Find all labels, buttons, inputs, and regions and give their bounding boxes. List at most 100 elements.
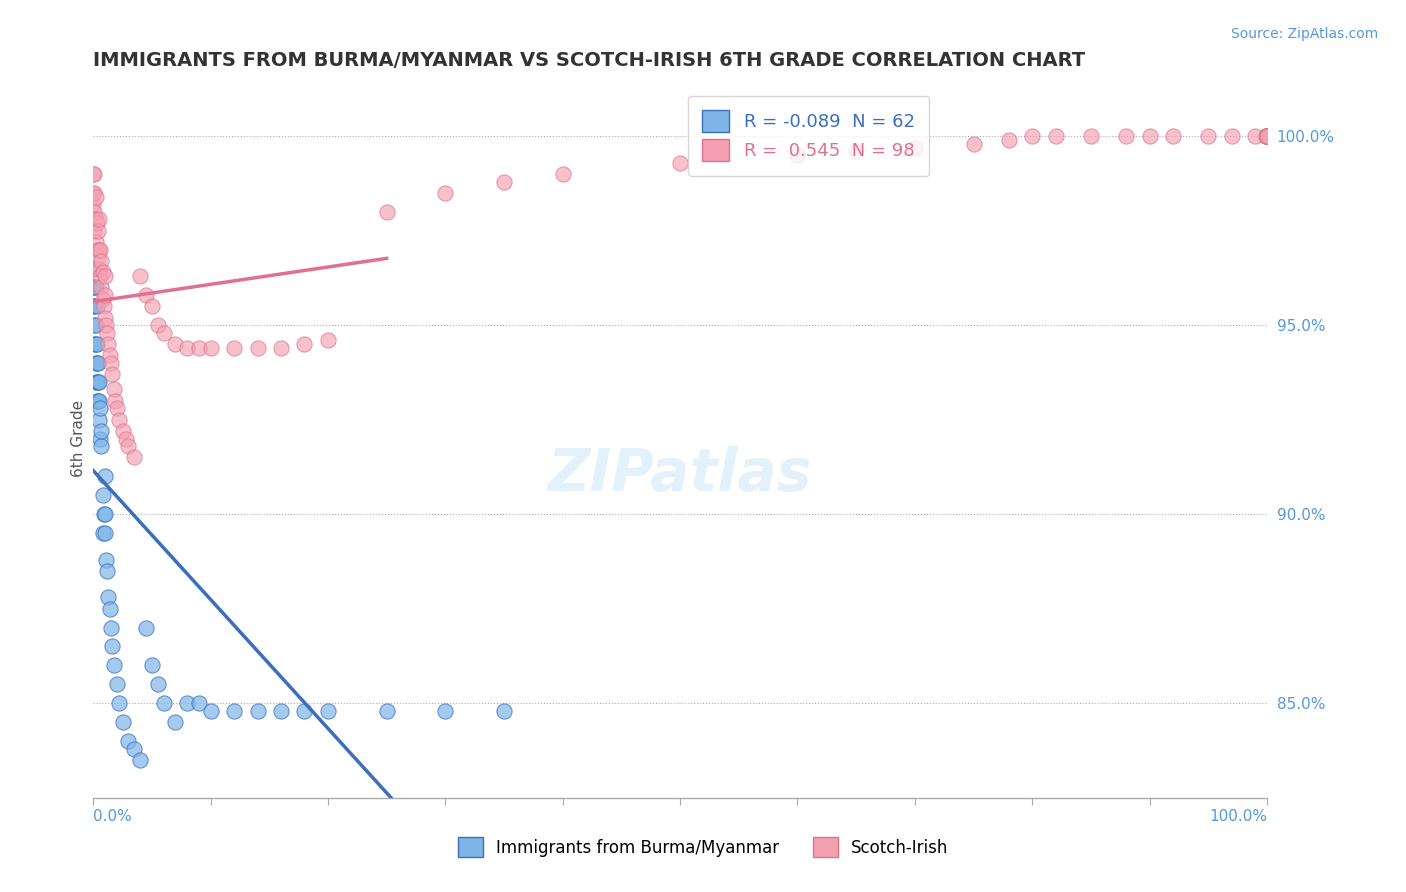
Point bbox=[94, 552, 117, 566]
Point bbox=[89, 243, 111, 257]
Point bbox=[492, 175, 515, 189]
Point bbox=[1256, 129, 1278, 144]
Point bbox=[91, 265, 114, 279]
Point bbox=[86, 393, 108, 408]
Point bbox=[87, 375, 110, 389]
Point bbox=[1256, 129, 1278, 144]
Point bbox=[187, 696, 209, 710]
Point bbox=[82, 186, 104, 200]
Point bbox=[82, 167, 104, 181]
Point bbox=[1256, 129, 1278, 144]
Point bbox=[1256, 129, 1278, 144]
Point bbox=[200, 704, 222, 718]
Point bbox=[122, 450, 145, 465]
Point bbox=[94, 526, 117, 541]
Point bbox=[101, 368, 124, 382]
Point bbox=[270, 704, 292, 718]
Point bbox=[87, 375, 110, 389]
Point bbox=[82, 212, 104, 227]
Point bbox=[129, 269, 152, 284]
Point bbox=[98, 601, 121, 615]
Point bbox=[100, 621, 122, 635]
Point bbox=[135, 288, 157, 302]
Point bbox=[845, 145, 868, 159]
Point bbox=[94, 288, 117, 302]
Point bbox=[165, 714, 187, 729]
Point bbox=[105, 401, 128, 416]
Point bbox=[86, 375, 108, 389]
Point bbox=[97, 591, 120, 605]
Point bbox=[94, 507, 117, 521]
Point bbox=[146, 677, 169, 691]
Point bbox=[86, 216, 108, 230]
Point bbox=[135, 621, 157, 635]
Point bbox=[83, 167, 105, 181]
Point bbox=[1256, 129, 1278, 144]
Point bbox=[1256, 129, 1278, 144]
Point bbox=[141, 299, 163, 313]
Point bbox=[83, 318, 105, 333]
Point bbox=[1254, 129, 1277, 144]
Point bbox=[1256, 129, 1278, 144]
Point bbox=[87, 356, 110, 370]
Point bbox=[87, 224, 110, 238]
Point bbox=[1256, 129, 1278, 144]
Point bbox=[89, 401, 111, 416]
Point bbox=[152, 326, 174, 340]
Point bbox=[94, 310, 117, 325]
Point bbox=[1139, 129, 1161, 144]
Point bbox=[294, 704, 316, 718]
Text: ZIPatlas: ZIPatlas bbox=[548, 446, 813, 503]
Point bbox=[146, 318, 169, 333]
Point bbox=[87, 393, 110, 408]
Point bbox=[152, 696, 174, 710]
Point bbox=[93, 299, 115, 313]
Point bbox=[1021, 129, 1043, 144]
Point bbox=[84, 375, 107, 389]
Point bbox=[96, 564, 118, 578]
Point bbox=[105, 677, 128, 691]
Point bbox=[89, 269, 111, 284]
Point bbox=[94, 269, 117, 284]
Point bbox=[316, 334, 339, 348]
Point bbox=[1115, 129, 1137, 144]
Point bbox=[87, 243, 110, 257]
Text: 0.0%: 0.0% bbox=[93, 809, 132, 824]
Point bbox=[375, 204, 398, 219]
Point bbox=[375, 704, 398, 718]
Point bbox=[94, 469, 117, 483]
Point bbox=[1244, 129, 1267, 144]
Point bbox=[1080, 129, 1102, 144]
Point bbox=[141, 658, 163, 673]
Point bbox=[84, 190, 107, 204]
Point bbox=[122, 741, 145, 756]
Point bbox=[1256, 129, 1278, 144]
Point bbox=[96, 326, 118, 340]
Point bbox=[90, 254, 112, 268]
Point bbox=[786, 148, 808, 162]
Point bbox=[1256, 129, 1278, 144]
Point bbox=[90, 280, 112, 294]
Point bbox=[187, 341, 209, 355]
Point bbox=[86, 243, 108, 257]
Point bbox=[91, 526, 114, 541]
Point bbox=[91, 488, 114, 502]
Point bbox=[82, 197, 104, 211]
Legend: R = -0.089  N = 62, R =  0.545  N = 98: R = -0.089 N = 62, R = 0.545 N = 98 bbox=[688, 95, 929, 176]
Point bbox=[103, 383, 125, 397]
Point bbox=[86, 356, 108, 370]
Point bbox=[1256, 129, 1278, 144]
Point bbox=[89, 432, 111, 446]
Point bbox=[1256, 129, 1278, 144]
Point bbox=[93, 507, 115, 521]
Point bbox=[997, 133, 1019, 147]
Point bbox=[246, 341, 269, 355]
Point bbox=[222, 341, 245, 355]
Point bbox=[1256, 129, 1278, 144]
Point bbox=[98, 348, 121, 362]
Point bbox=[94, 318, 117, 333]
Point bbox=[1045, 129, 1067, 144]
Point bbox=[962, 136, 984, 151]
Point bbox=[1161, 129, 1184, 144]
Point bbox=[669, 155, 692, 169]
